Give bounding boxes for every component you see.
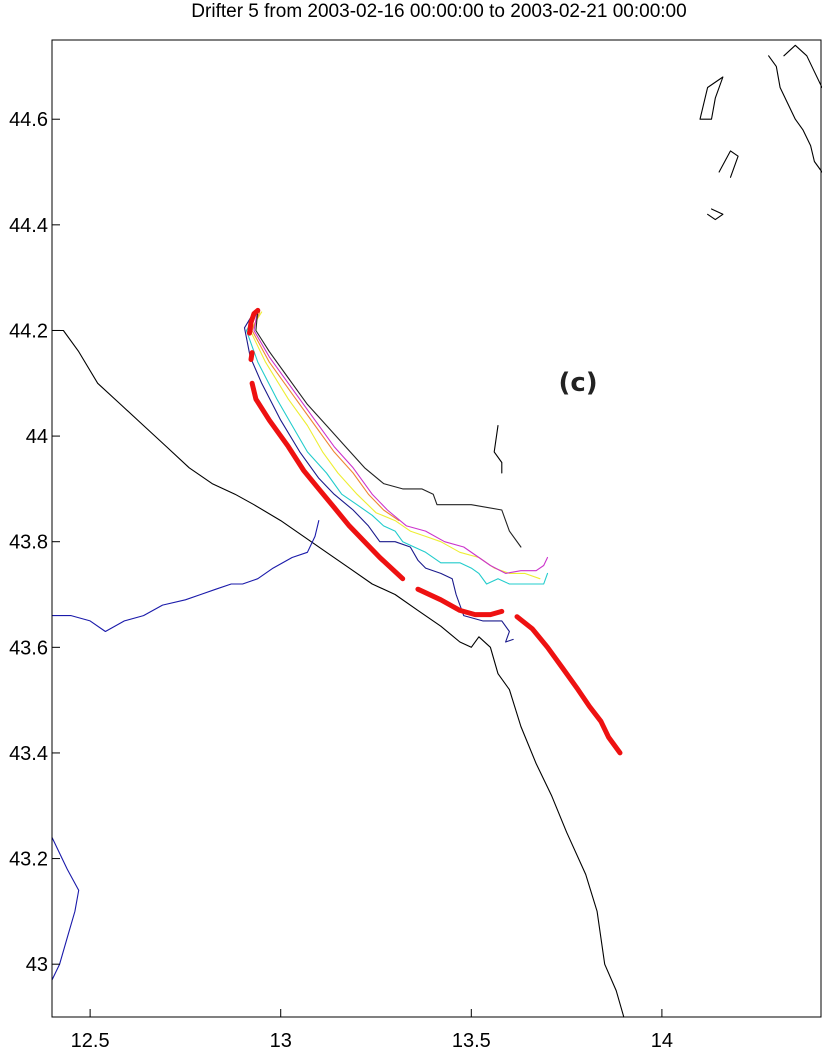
y-tick-label: 43.8 <box>9 532 48 554</box>
y-tick-label: 43.4 <box>9 743 48 765</box>
model-trajectory-line <box>249 311 541 580</box>
x-tick-label: 14 <box>651 1030 673 1052</box>
coastline-layer <box>51 44 822 1018</box>
x-tick-label: 12.5 <box>71 1030 110 1052</box>
y-tick-label: 44 <box>26 426 48 448</box>
observed-trajectory-segment <box>514 614 623 756</box>
coastline <box>699 76 724 120</box>
model-trajectory-line <box>255 309 522 548</box>
model-trajectory-line <box>253 308 549 574</box>
y-axis-ticks: 43 43.2 43.4 43.6 43.8 44 44.2 44.4 44.6 <box>9 109 60 976</box>
y-tick-label: 43.6 <box>9 637 48 659</box>
coastline <box>783 44 822 89</box>
coastline <box>51 329 625 1018</box>
chart-title: Drifter 5 from 2003-02-16 00:00:00 to 20… <box>191 1 687 22</box>
y-tick-label: 44.4 <box>9 215 48 237</box>
model-trajectory-line <box>245 311 549 585</box>
coastline <box>718 150 739 178</box>
coastline <box>768 55 822 173</box>
observed-trajectory-segment <box>248 350 255 362</box>
axes-frame <box>51 39 822 1018</box>
model-trajectory-line <box>243 311 514 643</box>
coastline <box>707 208 724 221</box>
x-tick-label: 13 <box>270 1030 292 1052</box>
y-tick-label: 43.2 <box>9 849 48 871</box>
panel-label: (c) <box>558 368 597 398</box>
observed-trajectory-segment <box>415 586 505 618</box>
y-tick-label: 43 <box>26 954 48 976</box>
x-tick-label: 13.5 <box>452 1030 491 1052</box>
river-line <box>51 520 320 633</box>
x-axis-ticks: 12.5 13 13.5 14 <box>71 1009 673 1052</box>
river-layer <box>51 520 320 981</box>
coastline <box>493 424 503 474</box>
y-tick-label: 44.6 <box>9 109 48 131</box>
model-trajectory-layer <box>243 308 549 643</box>
y-tick-label: 44.2 <box>9 320 48 342</box>
observed-trajectory-layer <box>247 307 623 756</box>
model-trajectory-line <box>251 311 400 522</box>
observed-trajectory-segment <box>247 307 261 336</box>
observed-trajectory-segment <box>249 380 406 582</box>
